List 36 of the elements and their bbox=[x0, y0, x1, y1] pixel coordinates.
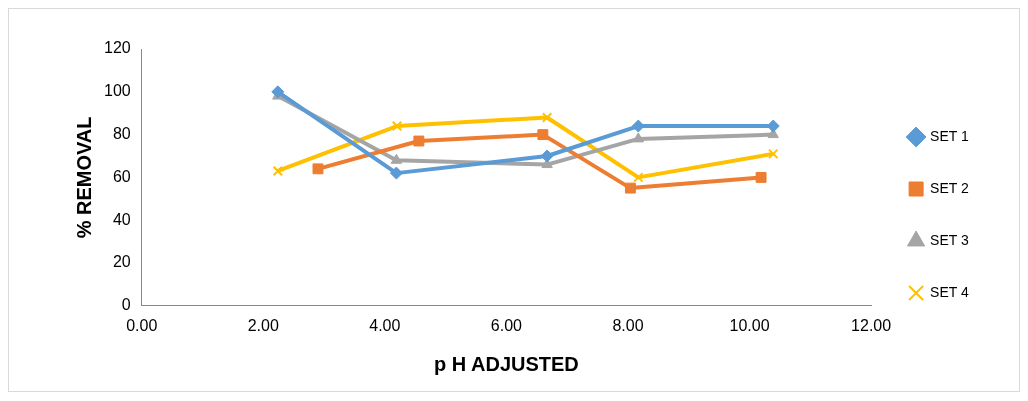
point bbox=[632, 132, 644, 143]
point bbox=[541, 112, 553, 123]
point bbox=[391, 120, 403, 132]
y-tick-label: 120 bbox=[103, 39, 131, 57]
y-axis-title: % REMOVAL bbox=[72, 116, 95, 239]
y-tick-label: 100 bbox=[103, 82, 131, 100]
point bbox=[390, 153, 403, 164]
point bbox=[272, 165, 284, 177]
point bbox=[537, 129, 549, 141]
point bbox=[767, 148, 779, 160]
x-tick-label: 6.00 bbox=[490, 316, 523, 334]
x-tick-label: 12.00 bbox=[851, 316, 892, 334]
y-tick-label: 0 bbox=[121, 296, 131, 314]
x-tick-label: 0.00 bbox=[126, 316, 158, 334]
x-axis-title: p H ADJUSTED bbox=[433, 352, 579, 375]
x-tick-label: 8.00 bbox=[612, 316, 644, 334]
point bbox=[624, 182, 636, 194]
y-tick-label: 40 bbox=[112, 210, 131, 228]
point bbox=[413, 135, 425, 147]
legend-label: SET 1 bbox=[930, 127, 969, 144]
y-tick-label: 60 bbox=[112, 167, 131, 185]
point bbox=[271, 85, 285, 99]
legend-label: SET 2 bbox=[930, 179, 969, 196]
point bbox=[389, 166, 403, 180]
point bbox=[540, 149, 554, 163]
point bbox=[633, 172, 644, 183]
x-tick-label: 10.00 bbox=[729, 316, 770, 334]
point bbox=[631, 119, 645, 133]
legend-label: SET 4 bbox=[930, 283, 969, 300]
x-tick-label: 2.00 bbox=[247, 316, 279, 334]
point bbox=[755, 171, 767, 183]
legend-label: SET 3 bbox=[930, 231, 969, 248]
point bbox=[312, 163, 324, 175]
x-tick-label: 4.00 bbox=[369, 316, 401, 334]
y-tick-label: 80 bbox=[112, 125, 131, 143]
y-tick-label: 20 bbox=[112, 253, 131, 271]
